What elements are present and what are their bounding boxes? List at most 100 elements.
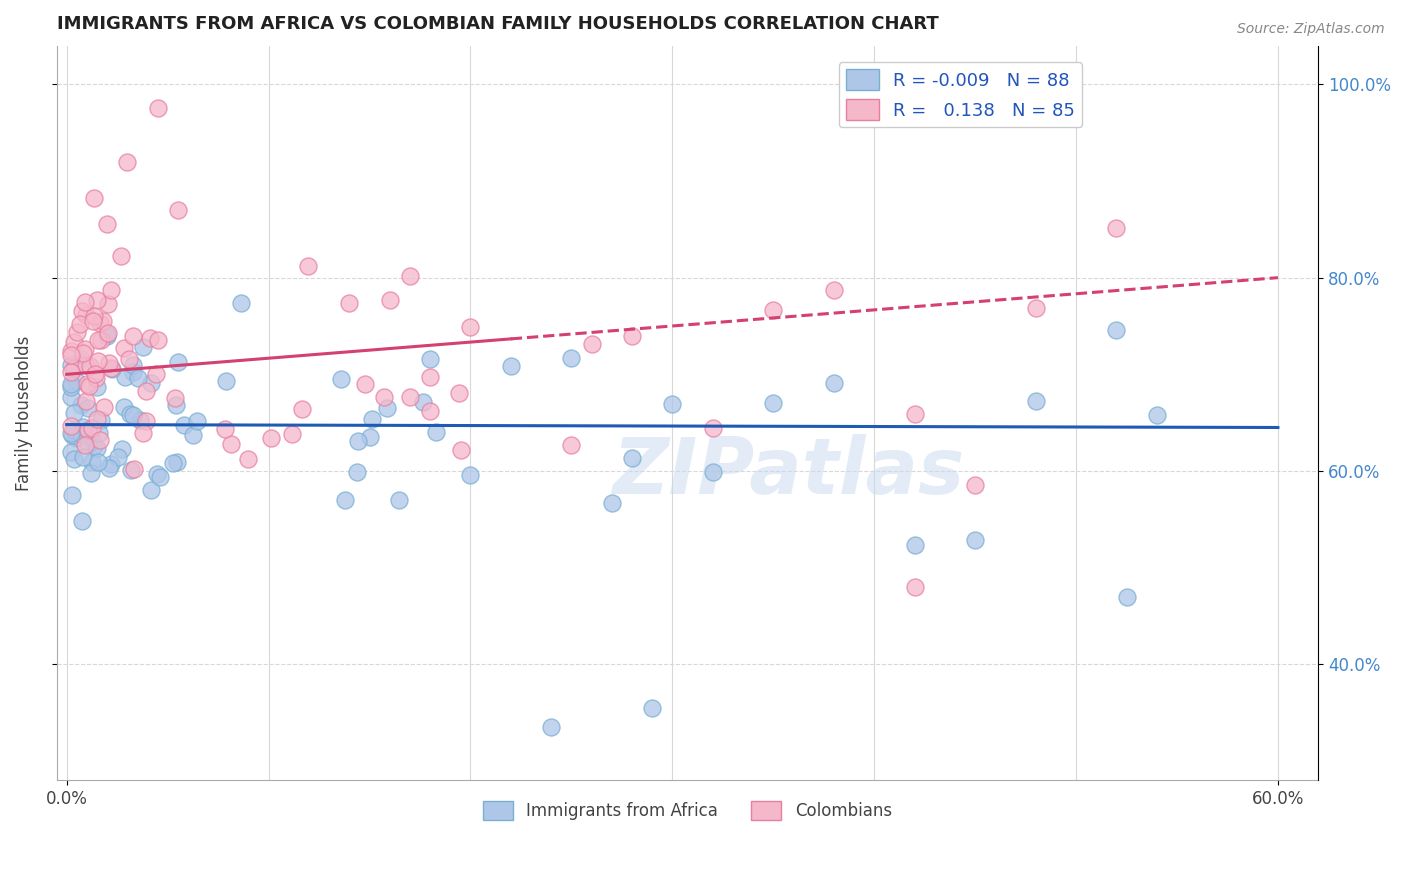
Point: [66, 325, 89, 339]
Point: [1025, 301, 1047, 315]
Point: [118, 352, 141, 367]
Point: [59, 358, 82, 372]
Point: [63, 406, 86, 420]
Point: [70, 427, 93, 442]
Point: [72, 346, 94, 360]
Point: [75, 394, 97, 409]
Point: [87, 455, 110, 469]
Point: [132, 425, 155, 440]
Point: [97, 356, 120, 370]
Y-axis label: Family Households: Family Households: [15, 335, 32, 491]
Point: [60, 488, 83, 502]
Point: [141, 483, 163, 497]
Point: [540, 720, 562, 734]
Point: [84, 367, 107, 381]
Point: [122, 328, 145, 343]
Point: [59, 344, 82, 359]
Point: [1105, 221, 1128, 235]
Point: [97, 297, 120, 311]
Point: [86, 412, 108, 426]
Point: [297, 260, 319, 274]
Text: IMMIGRANTS FROM AFRICA VS COLOMBIAN FAMILY HOUSEHOLDS CORRELATION CHART: IMMIGRANTS FROM AFRICA VS COLOMBIAN FAMI…: [56, 15, 938, 33]
Point: [83, 191, 105, 205]
Point: [146, 333, 169, 347]
Point: [60, 428, 83, 442]
Point: [141, 376, 163, 391]
Point: [72, 420, 94, 434]
Point: [281, 426, 304, 441]
Point: [80, 431, 103, 445]
Point: [100, 457, 122, 471]
Point: [165, 391, 187, 405]
Point: [388, 492, 411, 507]
Point: [378, 293, 401, 307]
Point: [59, 379, 82, 393]
Point: [560, 438, 582, 452]
Point: [70, 303, 93, 318]
Point: [219, 437, 242, 451]
Point: [120, 463, 142, 477]
Point: [823, 283, 845, 297]
Point: [79, 466, 101, 480]
Point: [702, 465, 724, 479]
Point: [59, 444, 82, 458]
Point: [330, 372, 353, 386]
Point: [86, 380, 108, 394]
Point: [112, 401, 135, 415]
Point: [96, 326, 118, 341]
Point: [84, 371, 107, 385]
Point: [620, 329, 643, 343]
Point: [128, 412, 150, 426]
Point: [76, 377, 98, 392]
Point: [98, 461, 121, 475]
Point: [581, 337, 603, 351]
Point: [149, 469, 172, 483]
Point: [903, 537, 925, 551]
Point: [59, 426, 82, 441]
Point: [661, 397, 683, 411]
Point: [146, 467, 169, 482]
Point: [93, 400, 115, 414]
Point: [114, 370, 136, 384]
Point: [260, 431, 283, 445]
Point: [359, 430, 381, 444]
Point: [425, 425, 447, 439]
Point: [118, 407, 141, 421]
Point: [1146, 408, 1168, 422]
Point: [641, 701, 664, 715]
Point: [75, 359, 97, 373]
Point: [412, 395, 434, 409]
Point: [121, 409, 143, 423]
Point: [110, 249, 132, 263]
Point: [83, 309, 105, 323]
Point: [59, 390, 82, 404]
Point: [112, 342, 135, 356]
Point: [186, 414, 208, 428]
Point: [398, 390, 420, 404]
Point: [166, 455, 188, 469]
Point: [215, 374, 238, 388]
Point: [762, 396, 785, 410]
Point: [291, 402, 314, 417]
Point: [80, 455, 103, 469]
Point: [83, 439, 105, 453]
Point: [79, 379, 101, 393]
Point: [460, 467, 482, 482]
Point: [62, 452, 84, 467]
Point: [73, 342, 96, 356]
Point: [146, 102, 169, 116]
Point: [460, 319, 482, 334]
Point: [135, 414, 157, 428]
Point: [63, 334, 86, 349]
Point: [135, 384, 157, 399]
Point: [80, 421, 103, 435]
Point: [63, 361, 86, 376]
Point: [96, 218, 118, 232]
Point: [91, 314, 114, 328]
Point: [965, 533, 987, 548]
Point: [419, 370, 441, 384]
Point: [87, 333, 110, 347]
Point: [373, 390, 395, 404]
Point: [122, 365, 145, 379]
Point: [69, 317, 91, 331]
